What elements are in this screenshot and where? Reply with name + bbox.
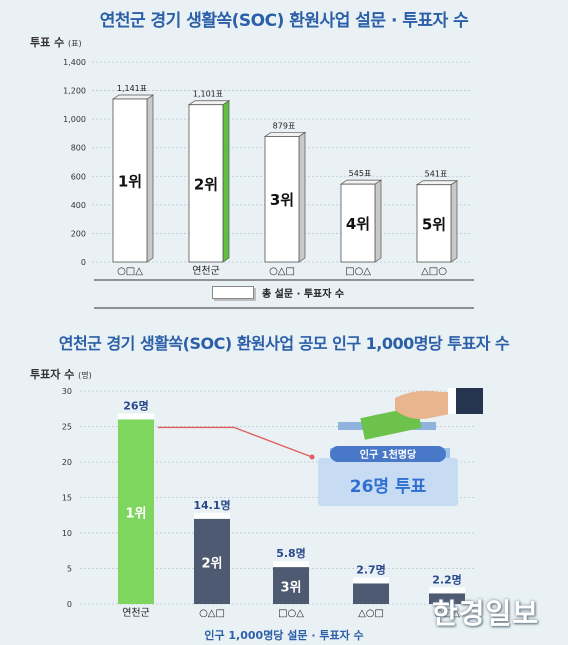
- bar-cap: [273, 561, 309, 568]
- y-tick-label: 25: [62, 423, 72, 432]
- chart-2-ylabel: 투표자 수 (명): [30, 368, 92, 381]
- legend-label: 총 설문 · 투표자 수: [262, 289, 345, 300]
- value-label: 879표: [273, 121, 296, 130]
- value-label: 2.2명: [432, 572, 462, 586]
- y-tick-label: 1,000: [63, 115, 86, 124]
- y-tick-label: 0: [67, 600, 72, 609]
- y-tick-label: 5: [67, 565, 72, 574]
- bar: [416, 184, 452, 263]
- rank-label: 5위: [422, 215, 446, 233]
- y-tick-label: 1,200: [63, 87, 86, 96]
- bar-cap: [194, 512, 230, 519]
- bar: [194, 518, 230, 604]
- bar: [118, 419, 154, 604]
- rank-label: 2위: [194, 175, 218, 193]
- chart-1-ylabel: 투표 수 (표): [30, 36, 82, 49]
- bar: [188, 104, 224, 263]
- bar: [353, 583, 389, 604]
- y-tick-label: 800: [71, 144, 86, 153]
- x-tick-label: ○△□: [269, 266, 295, 277]
- bar: [273, 567, 309, 604]
- value-label: 5.8명: [276, 546, 306, 560]
- bar: [264, 136, 300, 263]
- x-tick-label: △○□: [358, 608, 384, 619]
- bar: [112, 98, 148, 263]
- value-label: 541표: [425, 170, 448, 179]
- x-tick-label: 연천군: [122, 607, 150, 619]
- y-tick-label: 30: [62, 387, 72, 396]
- value-label: 14.1명: [193, 498, 230, 512]
- bar-cap: [118, 413, 154, 420]
- bar-cap: [353, 577, 389, 584]
- y-tick-label: 400: [71, 201, 86, 210]
- watermark-logo: 한경일보: [432, 597, 540, 630]
- chart-2-legend: 인구 1,000명당 설문 · 투표자 수: [204, 629, 364, 642]
- chart-1-title: 연천군 경기 생활쏙(SOC) 환원사업 설문 · 투표자 수: [99, 11, 469, 31]
- value-label: 545표: [349, 169, 372, 178]
- connector-line: [158, 426, 313, 458]
- rank-label: 3위: [280, 581, 301, 596]
- legend-swatch: [212, 286, 254, 299]
- ballot-top-label: 인구 1천명당: [360, 448, 417, 461]
- rank-label: 2위: [201, 556, 222, 571]
- chart-2-title: 연천군 경기 생활쏙(SOC) 환원사업 공모 인구 1,000명당 투표자 수: [58, 334, 510, 353]
- x-tick-label: □○△: [345, 266, 371, 277]
- bar: [340, 183, 376, 263]
- connector-dot: [309, 454, 315, 460]
- x-tick-label: ○△□: [199, 608, 225, 619]
- x-tick-label: □○△: [278, 608, 304, 619]
- chart-1-legend: 총 설문 · 투표자 수: [212, 285, 344, 300]
- x-tick-label: ○□△: [117, 266, 143, 277]
- rank-label: 1위: [118, 173, 142, 191]
- bar-cap: [429, 587, 465, 594]
- rank-label: 4위: [346, 215, 370, 233]
- value-label: 1,101표: [193, 90, 223, 99]
- chart-1: 0 200 400 600 800 1,000 1,200 1,400 1,141표 1위 ○□△…: [63, 58, 474, 309]
- y-tick-label: 1,400: [63, 58, 86, 67]
- x-tick-label: ○□△: [434, 608, 460, 619]
- bar: [429, 593, 465, 604]
- y-tick-label: 10: [62, 529, 72, 538]
- x-tick-label: △□○: [421, 266, 447, 277]
- value-label: 1,141표: [117, 84, 147, 93]
- y-tick-label: 15: [62, 494, 72, 503]
- value-label: 2.7명: [356, 562, 386, 576]
- value-label: 26명: [123, 398, 148, 412]
- ballot-box-illustration: 인구 1천명당 26명 투표: [318, 388, 483, 506]
- y-tick-label: 20: [62, 458, 72, 467]
- y-tick-label: 0: [81, 258, 86, 267]
- rank-label: 1위: [125, 507, 146, 522]
- x-tick-label: 연천군: [192, 265, 220, 277]
- rank-label: 3위: [270, 191, 294, 209]
- y-tick-label: 600: [71, 172, 86, 181]
- ballot-main-label: 26명 투표: [350, 477, 427, 497]
- y-tick-label: 200: [71, 229, 86, 238]
